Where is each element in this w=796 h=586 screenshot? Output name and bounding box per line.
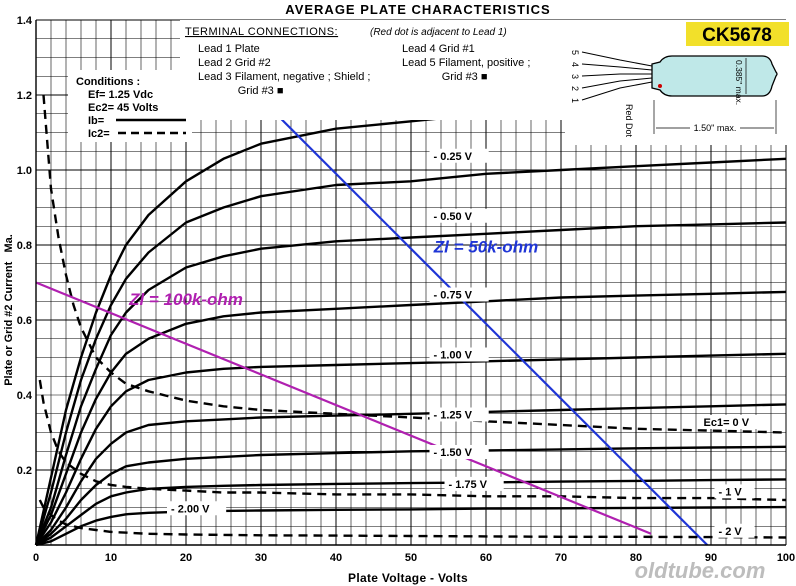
x-tick-label: 100 <box>777 552 795 564</box>
x-tick-label: 50 <box>405 552 417 564</box>
plate-current-curve <box>35 478 787 547</box>
plate-current-curve <box>34 157 787 546</box>
y-tick-label: 1.0 <box>17 165 32 177</box>
tube-label: CK5678 <box>702 25 772 46</box>
grid2-current-curve <box>42 94 787 434</box>
curve-label: - 1 V <box>719 486 743 498</box>
curve-label-background <box>167 501 227 516</box>
curve-label: Ec1= 0 V <box>704 417 750 429</box>
red-dot-label: Red Dot <box>624 104 634 138</box>
plate-current-curve <box>34 290 787 546</box>
terminal-title: TERMINAL CONNECTIONS: <box>185 26 338 38</box>
x-tick-label: 0 <box>33 552 39 564</box>
curve-label-background <box>714 523 755 538</box>
y-tick-label: 0.4 <box>17 390 33 402</box>
tube-label-badge <box>686 22 789 46</box>
plate-current-curve <box>35 403 787 546</box>
load-line-label: Zl = 100k-ohm <box>128 290 243 309</box>
x-tick-label: 80 <box>630 552 642 564</box>
terminal-col2-line2: Lead 5 Filament, positive ; <box>402 57 530 69</box>
terminal-col2-line1: Lead 4 Grid #1 <box>402 43 475 55</box>
grid2-current-curve <box>38 379 787 502</box>
load-line <box>35 281 652 535</box>
y-tick-label: 0.2 <box>17 465 32 477</box>
curve-label-background <box>714 484 755 499</box>
curve-label-background <box>429 287 489 302</box>
pin-numbers: 5 4 3 2 1 <box>570 50 580 103</box>
y-tick-label: 1.2 <box>17 90 32 102</box>
pin-number: 4 <box>570 62 580 67</box>
pin-number: 3 <box>570 74 580 79</box>
x-tick-label: 70 <box>555 552 567 564</box>
plate-current-curve <box>35 352 787 546</box>
curve-label-background <box>429 148 489 163</box>
curve-label-background <box>429 347 489 362</box>
conditions-ec2: Ec2= 45 Volts <box>88 102 158 114</box>
curve-label-background <box>699 415 759 429</box>
curve-label: - 0.75 V <box>434 290 473 302</box>
curve-label: - 1.25 V <box>434 410 473 422</box>
curve-label-background <box>429 407 489 422</box>
axes: 0 10 20 30 40 50 60 70 80 90 100 0.2 0.4 0.6 0.8 1.0 1.2… <box>17 15 795 564</box>
y-tick-label: 0.8 <box>17 240 32 252</box>
conditions-ef: Ef= 1.25 Vdc <box>88 89 153 101</box>
curve-label: - 0.25 V <box>434 151 473 163</box>
terminal-connections-box: TERMINAL CONNECTIONS: (Red dot is adjace… <box>180 20 568 120</box>
curve-label-layer: Ec1= 0 V - 0.25 V - 0.50 V - 0.75 V - 1.00 V… <box>128 92 759 538</box>
pin-number: 1 <box>570 98 580 103</box>
watermark: oldtube.com <box>635 558 766 583</box>
x-tick-label: 90 <box>705 552 717 564</box>
x-tick-label: 10 <box>105 552 117 564</box>
plate-current-curve <box>35 445 787 546</box>
x-tick-label: 20 <box>180 552 192 564</box>
x-tick-label: 30 <box>255 552 267 564</box>
x-tick-label: 60 <box>480 552 492 564</box>
x-axis-label: Plate Voltage - Volts <box>348 571 468 585</box>
tube-outline-drawing: CK5678 5 4 3 2 1 0.385" max. Red Dot 1.5… <box>565 20 793 145</box>
legend-ic2-label: Ic2= <box>88 128 110 140</box>
diameter-label: 0.385" max. <box>734 60 744 105</box>
lead-wires <box>581 51 653 101</box>
y-tick-label: 0.6 <box>17 315 32 327</box>
curve-label-background <box>444 476 504 491</box>
red-dot <box>658 84 662 88</box>
conditions-title: Conditions : <box>76 76 140 88</box>
curve-label: - 1.75 V <box>449 479 488 491</box>
x-tick-label: 40 <box>330 552 342 564</box>
conditions-legend: Conditions : Ef= 1.25 Vdc Ec2= 45 Volts … <box>68 70 192 142</box>
curve-label: - 0.50 V <box>434 211 473 223</box>
curve-label: - 2 V <box>719 526 743 538</box>
pin-number: 2 <box>570 86 580 91</box>
chart-title: AVERAGE PLATE CHARACTERISTICS <box>285 2 550 17</box>
terminal-col2-line3: Grid #3 ■ <box>402 71 488 83</box>
grid2-current-curve <box>38 499 787 539</box>
curve-label: - 1.00 V <box>434 350 473 362</box>
terminal-note: (Red dot is adjacent to Lead 1) <box>370 27 507 38</box>
load-line-label: Zl = 50k-ohm <box>433 238 538 257</box>
tube-body <box>651 55 778 97</box>
y-tick-label: 1.4 <box>17 15 33 27</box>
length-label: 1.50" max. <box>694 123 737 133</box>
curve-label: - 2.00 V <box>171 503 210 515</box>
terminal-col1-line3: Lead 3 Filament, negative ; Shield ; <box>198 71 370 83</box>
load-line <box>275 112 709 546</box>
pin-number: 5 <box>570 50 580 55</box>
curve-label-background <box>429 445 489 459</box>
legend-ib-label: Ib= <box>88 115 104 127</box>
plate-current-curve <box>34 221 787 546</box>
curve-label-background <box>429 208 489 223</box>
y-axis-label: Plate or Grid #2 Current Ma. <box>3 234 15 386</box>
curve-label: - 1.50 V <box>434 447 473 459</box>
terminal-col1-line4: Grid #3 ■ <box>198 85 284 97</box>
terminal-col1-line1: Lead 1 Plate <box>198 43 260 55</box>
terminal-col1-line2: Lead 2 Grid #2 <box>198 57 271 69</box>
